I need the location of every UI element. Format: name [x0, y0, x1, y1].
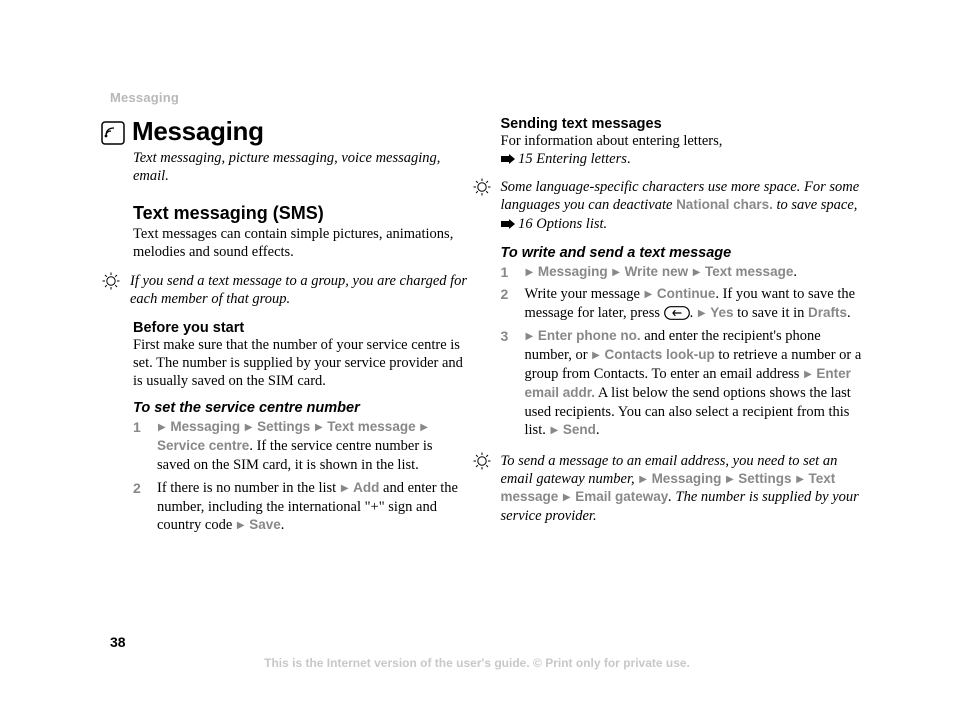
nav-caret-icon: ▶	[244, 422, 254, 433]
write-step-1: 1 ▶ Messaging ▶ Write new ▶ Text message…	[501, 263, 870, 282]
tip-span: to save space,	[773, 197, 858, 213]
ui-label: Drafts	[808, 305, 847, 320]
step-number: 1	[501, 263, 515, 282]
nav-caret-icon: ▶	[340, 483, 350, 494]
step-body: Write your message ▶ Continue. If you wa…	[525, 285, 870, 323]
ui-label: Send	[563, 422, 596, 437]
step-text: .	[847, 305, 851, 321]
ui-label: Settings	[738, 471, 791, 486]
before-you-start-body: First make sure that the number of your …	[133, 336, 469, 390]
nav-caret-icon: ▶	[157, 422, 167, 433]
ui-label: Messaging	[170, 419, 240, 434]
lightbulb-icon	[471, 178, 493, 232]
ui-label: Settings	[257, 419, 310, 434]
lightbulb-icon	[100, 272, 122, 308]
step-number: 3	[501, 327, 515, 440]
footer-notice: This is the Internet version of the user…	[0, 656, 954, 670]
nav-caret-icon: ▶	[725, 474, 735, 485]
write-step-3: 3 ▶ Enter phone no. and enter the recipi…	[501, 327, 870, 440]
ui-label: Continue	[657, 286, 716, 301]
ui-label: Service centre	[157, 438, 249, 453]
before-you-start-heading: Before you start	[133, 320, 469, 336]
nav-caret-icon: ▶	[591, 350, 601, 361]
nav-caret-icon: ▶	[611, 267, 621, 278]
tip-text: To send a message to an email address, y…	[501, 452, 870, 525]
sending-text-body: For information about entering letters, …	[501, 132, 870, 168]
step-text: .	[793, 264, 797, 280]
right-column: Sending text messages For information ab…	[501, 116, 870, 539]
chapter-subtitle: Text messaging, picture messaging, voice…	[133, 149, 469, 185]
back-key-icon	[664, 306, 690, 320]
tip-text: If you send a text message to a group, y…	[130, 272, 469, 308]
ui-label: Yes	[710, 305, 733, 320]
ui-label: Write new	[625, 264, 689, 279]
step-text: Write your message	[525, 286, 644, 302]
ui-label: Add	[353, 480, 379, 495]
step-body: ▶ Messaging ▶ Settings ▶ Text message ▶ …	[157, 418, 469, 475]
nav-caret-icon: ▶	[638, 474, 648, 485]
cross-reference: 16 Options list	[518, 216, 603, 232]
lightbulb-icon	[471, 452, 493, 525]
proc-write-send: To write and send a text message	[501, 245, 870, 261]
nav-caret-icon: ▶	[562, 492, 572, 503]
proc1-step-1: 1 ▶ Messaging ▶ Settings ▶ Text message …	[133, 418, 469, 475]
messaging-icon	[100, 120, 126, 146]
ui-label: Contacts look-up	[605, 347, 715, 362]
left-column: Messaging Text messaging, picture messag…	[100, 116, 469, 539]
nav-caret-icon: ▶	[525, 331, 535, 342]
nav-caret-icon: ▶	[236, 520, 246, 531]
tip-national-chars: Some language-specific characters use mo…	[471, 178, 870, 232]
ui-label: Messaging	[538, 264, 608, 279]
ui-label: National chars.	[676, 197, 773, 212]
nav-caret-icon: ▶	[795, 474, 805, 485]
step-body: If there is no number in the list ▶ Add …	[157, 479, 469, 536]
nav-caret-icon: ▶	[549, 425, 559, 436]
tip-text: Some language-specific characters use mo…	[501, 178, 870, 232]
two-column-layout: Messaging Text messaging, picture messag…	[100, 116, 869, 539]
step-text: .	[281, 517, 285, 533]
ui-label: Save	[249, 517, 281, 532]
ui-label: Enter phone no.	[538, 328, 641, 343]
write-step-2: 2 Write your message ▶ Continue. If you …	[501, 285, 870, 323]
cross-reference: 15 Entering letters	[518, 151, 627, 167]
tip-group-charge: If you send a text message to a group, y…	[100, 272, 469, 308]
ui-label: Messaging	[652, 471, 722, 486]
proc-set-service-centre: To set the service centre number	[133, 400, 469, 416]
manual-page: Messaging Messaging Text messaging, pict…	[0, 0, 954, 710]
ui-label: Text message	[705, 264, 793, 279]
proc1-step-2: 2 If there is no number in the list ▶ Ad…	[133, 479, 469, 536]
step-number: 2	[133, 479, 147, 536]
ui-label: Text message	[327, 419, 415, 434]
step-text: .	[596, 422, 600, 438]
step-body: ▶ Messaging ▶ Write new ▶ Text message.	[525, 263, 797, 282]
step-body: ▶ Enter phone no. and enter the recipien…	[525, 327, 870, 440]
step-text: to save it in	[734, 305, 809, 321]
step-number: 2	[501, 285, 515, 323]
body-text: .	[627, 151, 631, 167]
xref-arrow-icon	[501, 216, 515, 226]
nav-caret-icon: ▶	[314, 422, 324, 433]
page-number: 38	[110, 634, 126, 650]
nav-caret-icon: ▶	[419, 422, 429, 433]
nav-caret-icon: ▶	[803, 369, 813, 380]
xref-arrow-icon	[501, 151, 515, 161]
tip-email-gateway: To send a message to an email address, y…	[471, 452, 870, 525]
sms-section-body: Text messages can contain simple picture…	[133, 225, 469, 261]
chapter-title: Messaging	[132, 116, 264, 147]
step-text: .	[690, 305, 697, 321]
nav-caret-icon: ▶	[697, 308, 707, 319]
nav-caret-icon: ▶	[644, 289, 654, 300]
tip-span: .	[604, 216, 608, 232]
ui-label: Email gateway	[575, 489, 668, 504]
step-text: If there is no number in the list	[157, 480, 340, 496]
running-head: Messaging	[110, 90, 179, 105]
sending-text-heading: Sending text messages	[501, 116, 870, 132]
step-number: 1	[133, 418, 147, 475]
nav-caret-icon: ▶	[525, 267, 535, 278]
sms-section-title: Text messaging (SMS)	[133, 203, 469, 224]
chapter-heading-row: Messaging	[100, 116, 469, 147]
nav-caret-icon: ▶	[692, 267, 702, 278]
body-text: For information about entering letters,	[501, 133, 723, 149]
